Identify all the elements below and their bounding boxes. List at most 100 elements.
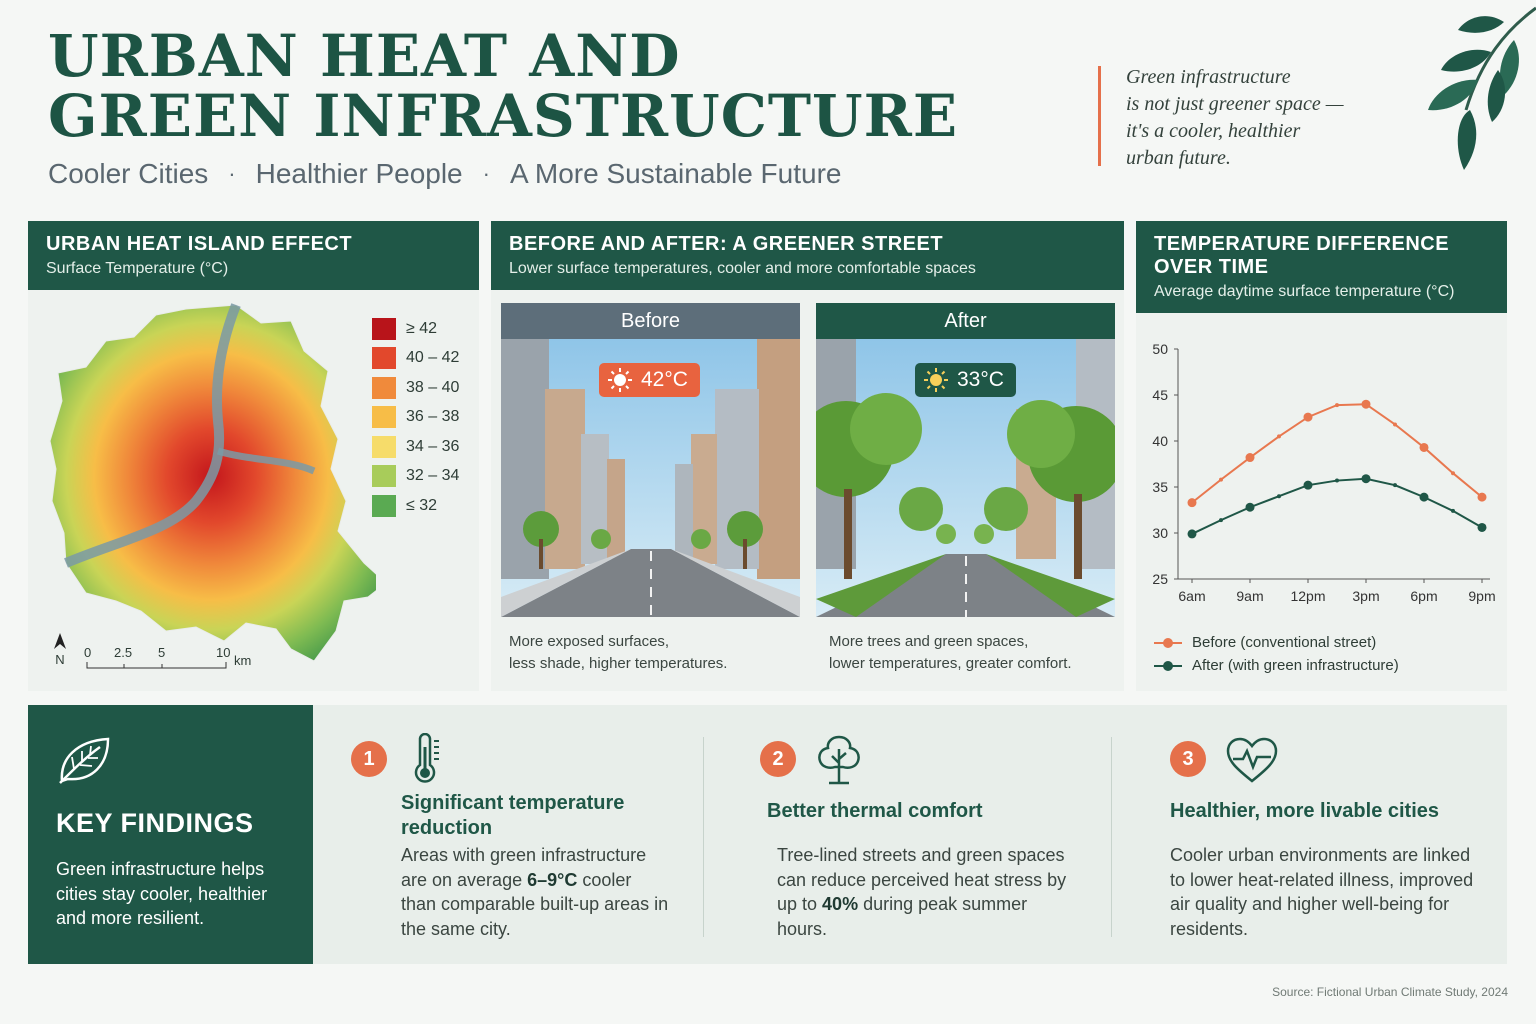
finding-divider [1111, 737, 1112, 937]
data-point [1361, 474, 1371, 484]
before-caption: More exposed surfaces, less shade, highe… [509, 633, 728, 672]
data-point [1219, 518, 1223, 523]
legend-marker-before [1154, 637, 1182, 648]
legend-item: 36 – 38 [372, 403, 459, 433]
series-line-before [1191, 403, 1483, 504]
street-comparison-panel: BEFORE AND AFTER: A GREENER STREET Lower… [491, 221, 1124, 691]
data-point [1393, 422, 1397, 427]
heat-island-header: URBAN HEAT ISLAND EFFECT Surface Tempera… [28, 221, 479, 290]
before-street-image [501, 339, 800, 617]
x-tick-label: 3pm [1352, 588, 1379, 604]
findings-list: 1 Significant temperature reduction Area… [313, 705, 1507, 964]
scale-tick-label: 0 [84, 645, 92, 660]
data-point [1477, 492, 1487, 502]
finding-title: Significant temperature reduction [401, 792, 625, 839]
heat-map [49, 303, 376, 662]
after-label: After [816, 303, 1115, 339]
chart-title-line-2: OVER TIME [1154, 256, 1269, 278]
finding-number: 1 [351, 741, 387, 777]
legend-swatch [372, 347, 396, 370]
heat-island-title: URBAN HEAT ISLAND EFFECT [46, 233, 353, 255]
finding-item-2: 2 Better thermal comfort Tree-lined stre… [703, 705, 1111, 964]
chart-title-line-1: TEMPERATURE DIFFERENCE [1154, 233, 1450, 255]
data-point [1245, 453, 1255, 463]
header-quote: Green infrastructure is not just greener… [1126, 66, 1344, 169]
thermometer-icon [414, 733, 439, 783]
legend-swatch [372, 465, 396, 488]
legend-swatch [372, 376, 396, 399]
y-tick-label: 45 [1152, 387, 1168, 403]
page-title: URBAN HEAT AND GREEN INFRASTRUCTURE [48, 26, 958, 146]
legend-item: 40 – 42 [372, 344, 459, 374]
legend-label: ≤ 32 [406, 496, 438, 514]
north-label: N [55, 652, 65, 667]
x-tick-label: 9pm [1468, 588, 1495, 604]
scale-line [86, 662, 227, 669]
key-findings-box: KEY FINDINGS Green infrastructure helps … [28, 705, 313, 964]
x-tick-label: 9am [1236, 588, 1263, 604]
chart-legend: Before (conventional street) After (with… [1154, 631, 1399, 677]
finding-text-pre: Areas with green infrastructure are on a… [401, 845, 647, 890]
after-temp: 33°C [957, 368, 1004, 391]
heat-island-panel: URBAN HEAT ISLAND EFFECT Surface Tempera… [28, 221, 479, 691]
data-point [1219, 477, 1223, 482]
legend-before: Before (conventional street) [1154, 631, 1399, 654]
legend-marker-after [1154, 660, 1182, 671]
tree-icon [818, 735, 860, 785]
quote-accent-bar [1098, 66, 1101, 166]
sun-icon [924, 368, 948, 392]
data-point [1303, 480, 1313, 490]
legend-label: 40 – 42 [406, 349, 460, 367]
subtitle-item-1: Cooler Cities [48, 158, 209, 189]
after-temp-badge: 33°C [915, 363, 1016, 397]
river-branch [216, 447, 316, 475]
data-point [1277, 434, 1281, 439]
data-point [1393, 483, 1397, 488]
finding-divider [703, 737, 704, 937]
y-tick-label: 40 [1152, 433, 1168, 449]
subtitle-item-3: A More Sustainable Future [509, 158, 842, 189]
finding-title: Healthier, more livable cities [1170, 800, 1440, 822]
y-tick-label: 30 [1152, 525, 1168, 541]
legend-label: 38 – 40 [406, 378, 460, 396]
finding-number: 3 [1170, 741, 1206, 777]
north-arrow-icon [54, 633, 66, 649]
finding-text-highlight: 6–9°C [527, 869, 578, 890]
scale-unit: km [234, 653, 252, 668]
data-point [1245, 502, 1255, 512]
y-tick-label: 50 [1152, 341, 1168, 357]
heat-island-subtitle: Surface Temperature (°C) [46, 260, 229, 277]
legend-label: 32 – 34 [406, 467, 460, 485]
x-tick-label: 6pm [1410, 588, 1437, 604]
finding-text-post: during peak summer hours. [777, 894, 1028, 939]
scale-tick-label: 10 [216, 645, 231, 660]
legend-label: ≥ 42 [406, 319, 438, 337]
finding-text: Tree-lined streets and green spaces can … [777, 843, 1077, 941]
legend-swatch [372, 406, 396, 429]
legend-item: 38 – 40 [372, 373, 459, 403]
finding-text-post: cooler than comparable built-up areas in… [401, 869, 669, 939]
y-tick-label: 35 [1152, 479, 1168, 495]
leaves-icon [1428, 6, 1536, 170]
data-point [1187, 498, 1197, 508]
heartbeat-icon [1226, 737, 1278, 783]
legend-item: ≤ 32 [372, 491, 459, 521]
separator-dot: · [228, 161, 236, 186]
temperature-chart-panel: TEMPERATURE DIFFERENCE OVER TIME Average… [1136, 221, 1507, 691]
scale-bar: 0 2.5 5 10 km [84, 645, 266, 675]
chart-header: TEMPERATURE DIFFERENCE OVER TIME Average… [1136, 221, 1507, 313]
legend-item: 34 – 36 [372, 432, 459, 462]
after-caption: More trees and green spaces, lower tempe… [829, 633, 1072, 672]
finding-text: Areas with green infrastructure are on a… [401, 843, 671, 941]
temperature-line-chart: 25 30 35 40 45 50 6am 9am 12pm 3pm 6pm 9pm [1152, 341, 1495, 604]
legend-label: 36 – 38 [406, 408, 460, 426]
leaf-icon [59, 737, 110, 784]
x-tick-label: 12pm [1290, 588, 1325, 604]
sun-icon [608, 368, 632, 392]
data-point [1419, 442, 1429, 452]
data-point [1451, 508, 1455, 513]
series-line-after [1191, 477, 1483, 535]
finding-text-pre: Cooler urban environments are linked to … [1170, 845, 1474, 939]
before-temp-badge: 42°C [599, 363, 700, 397]
data-point [1361, 399, 1371, 409]
